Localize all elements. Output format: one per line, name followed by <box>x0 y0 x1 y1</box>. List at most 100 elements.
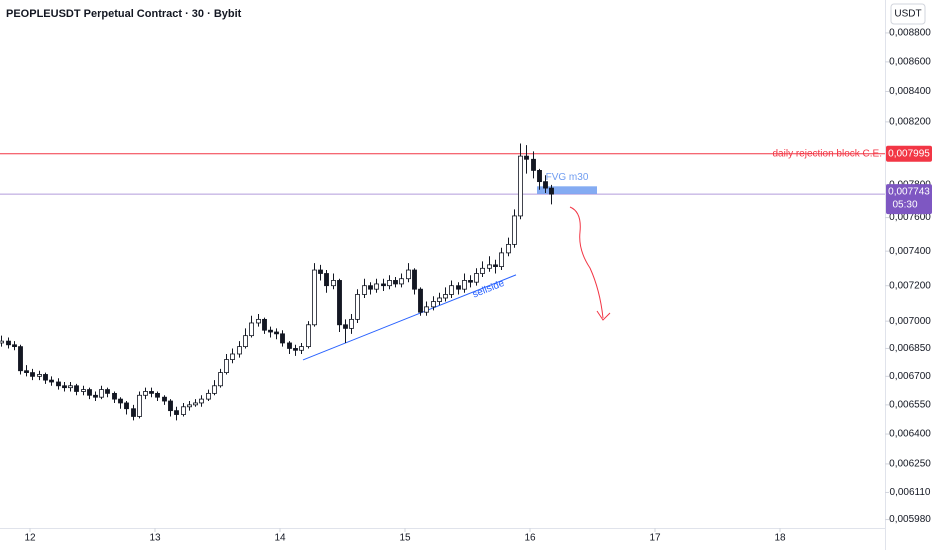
candle-body <box>499 252 504 267</box>
candle-body <box>155 392 160 398</box>
x-tick-label: 16 <box>524 533 536 544</box>
y-tick-label: 0,008400 <box>889 86 931 97</box>
candle-body <box>199 398 204 404</box>
candle-body <box>181 406 186 415</box>
drawn-arrow <box>569 206 611 321</box>
x-tick-label: 18 <box>774 533 786 544</box>
candle-body <box>549 187 554 195</box>
candle-body <box>437 297 442 302</box>
last-price-label: 0,007743 <box>888 187 930 198</box>
candle-body <box>30 372 35 377</box>
candle-body <box>162 396 167 402</box>
candle-body <box>487 264 492 269</box>
candle-body <box>206 392 211 400</box>
candle-body <box>87 389 92 396</box>
y-tick-label: 0,005980 <box>889 514 931 525</box>
candle-body <box>537 170 542 183</box>
y-tick-label: 0,006550 <box>889 400 931 411</box>
x-tick-label: 15 <box>399 533 411 544</box>
y-tick-label: 0,008600 <box>889 57 931 68</box>
candle-body <box>355 294 360 320</box>
candle-body <box>81 389 86 392</box>
candle-body <box>0 340 4 344</box>
candle-body <box>212 385 217 394</box>
candle-body <box>443 294 448 299</box>
y-tick-label: 0,006850 <box>889 343 931 354</box>
candle-body <box>431 301 436 308</box>
candle-body <box>124 402 129 410</box>
candle-body <box>468 280 473 283</box>
last-price-box <box>886 184 932 215</box>
candle-body <box>331 280 336 287</box>
candle-body <box>149 391 154 394</box>
x-tick-label: 12 <box>24 533 36 544</box>
candle-body <box>374 283 379 290</box>
candle-body <box>480 267 485 274</box>
candle-body <box>137 394 142 417</box>
candle-body <box>293 348 298 351</box>
candle-body <box>306 324 311 348</box>
candle-body <box>474 273 479 283</box>
y-tick-label: 0,007600 <box>889 212 931 223</box>
candle-body <box>299 346 304 351</box>
candle-body <box>49 379 54 383</box>
candle-body <box>18 346 23 372</box>
candle-body <box>524 155 529 160</box>
y-tick-label: 0,008200 <box>889 117 931 128</box>
candle-body <box>512 215 517 245</box>
candle-body <box>230 353 235 360</box>
candle-body <box>362 285 367 295</box>
candle-body <box>187 404 192 408</box>
candle-body <box>243 335 248 348</box>
y-tick-label: 0,007400 <box>889 246 931 257</box>
level-label: daily rejection block C.E. <box>773 148 883 159</box>
candle-body <box>406 269 411 280</box>
candle-body <box>37 374 42 377</box>
candle-body <box>456 285 461 290</box>
candle-body <box>93 394 98 398</box>
candle-body <box>449 285 454 295</box>
candle-body <box>99 389 104 398</box>
candle-body <box>418 288 423 313</box>
level-price-box <box>886 145 932 162</box>
candle-body <box>24 370 29 373</box>
trendline <box>302 274 517 361</box>
fvg-label: FVG m30 <box>546 172 589 183</box>
candle-body <box>174 410 179 415</box>
y-tick-label: 0,007000 <box>889 316 931 327</box>
x-tick-label: 17 <box>649 533 661 544</box>
candle-body <box>343 324 348 329</box>
currency-box[interactable] <box>890 3 926 25</box>
candle-body <box>249 322 254 337</box>
candle-body <box>6 340 11 346</box>
currency-label: USDT <box>894 9 921 20</box>
candle-body <box>349 318 354 329</box>
candle-body <box>412 269 417 290</box>
candle-body <box>112 392 117 400</box>
candle-body <box>218 372 223 387</box>
candle-body <box>387 280 392 287</box>
y-tick-label: 0,008800 <box>889 28 931 39</box>
candle-body <box>224 359 229 373</box>
x-tick-label: 13 <box>149 533 161 544</box>
countdown-label: 05:30 <box>892 200 917 211</box>
candle-body <box>62 385 67 389</box>
candle-body <box>399 278 404 285</box>
candle-body <box>68 385 73 389</box>
candle-body <box>256 318 261 324</box>
level-price-label: 0,007995 <box>888 148 930 159</box>
candle-body <box>324 273 329 287</box>
y-tick-label: 0,006400 <box>889 429 931 440</box>
candle-body <box>143 391 148 396</box>
candle-body <box>237 346 242 355</box>
candle-body <box>424 306 429 313</box>
y-tick-label: 0,006110 <box>890 487 931 498</box>
candle-body <box>462 280 467 290</box>
candle-body <box>368 285 373 290</box>
fvg-zone <box>537 186 597 194</box>
candle-body <box>74 385 79 392</box>
candle-body <box>168 400 173 412</box>
